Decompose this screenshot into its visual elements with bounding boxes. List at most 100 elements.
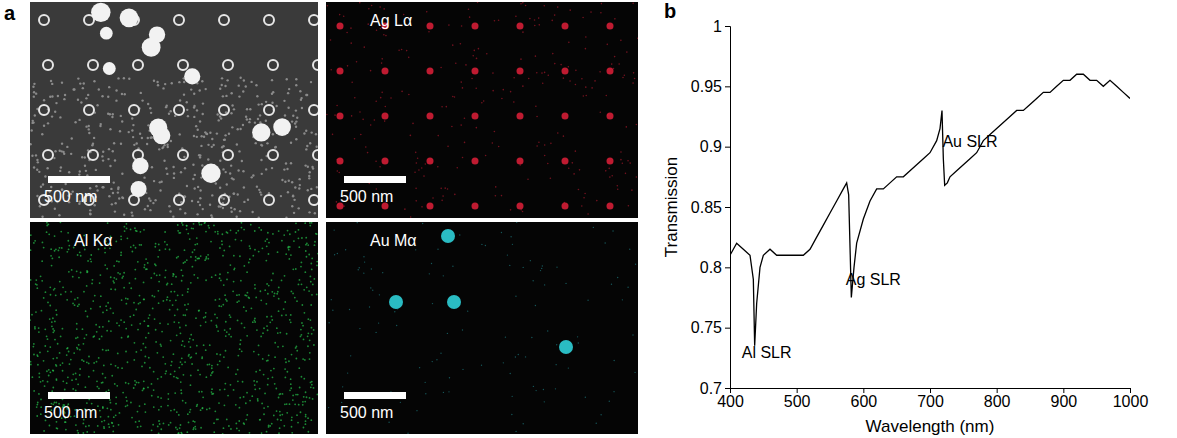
map-speckle	[149, 314, 151, 316]
map-speckle	[311, 222, 313, 224]
map-speckle	[230, 336, 232, 338]
map-speckle	[563, 77, 565, 79]
map-speckle	[554, 14, 556, 16]
map-speckle	[375, 100, 377, 102]
map-speckle	[47, 350, 49, 352]
map-speckle	[186, 259, 188, 261]
map-speckle	[633, 72, 635, 74]
map-speckle	[126, 223, 128, 225]
map-speckle	[288, 360, 290, 362]
sem-grain	[260, 193, 262, 195]
map-texture	[30, 3, 318, 218]
map-speckle	[273, 415, 275, 417]
map-speckle	[359, 328, 360, 329]
sem-grain	[54, 208, 56, 210]
map-speckle	[180, 389, 182, 391]
map-speckle	[622, 77, 624, 79]
map-speckle	[250, 224, 252, 226]
map-speckle	[215, 324, 217, 326]
sem-grain	[131, 129, 133, 131]
map-speckle	[298, 246, 300, 248]
map-speckle	[246, 414, 248, 416]
map-speckle	[69, 363, 71, 365]
map-speckle	[127, 405, 129, 407]
map-speckle	[388, 422, 389, 423]
sem-grain	[310, 131, 312, 133]
map-speckle	[66, 382, 68, 384]
map-speckle	[135, 421, 137, 423]
map-speckle	[219, 273, 221, 275]
map-speckle	[102, 349, 104, 351]
sem-grain	[133, 144, 135, 146]
map-speckle	[350, 27, 352, 29]
map-speckle	[90, 308, 92, 310]
map-speckle	[614, 56, 616, 58]
map-speckle	[103, 426, 105, 428]
map-speckle	[513, 77, 515, 79]
map-speckle	[364, 261, 365, 262]
map-speckle	[310, 281, 312, 283]
sem-grain	[159, 189, 161, 191]
map-speckle	[68, 351, 70, 353]
sem-grain	[102, 159, 104, 161]
map-speckle	[544, 401, 545, 402]
map-speckle	[167, 283, 169, 285]
sem-grain	[283, 168, 285, 170]
map-speckle	[536, 72, 538, 74]
map-speckle	[281, 279, 283, 281]
sem-grain	[74, 121, 76, 123]
map-speckle	[289, 233, 291, 235]
map-spot	[562, 23, 569, 30]
sem-grain	[112, 192, 114, 194]
map-speckle	[134, 278, 136, 280]
map-speckle	[227, 272, 229, 274]
sem-grain	[107, 113, 109, 115]
sem-grain	[36, 195, 38, 197]
map-speckle	[116, 260, 118, 262]
map-speckle	[305, 420, 307, 422]
map-speckle	[97, 425, 99, 427]
sem-grain	[242, 90, 244, 92]
map-speckle	[274, 356, 276, 358]
map-speckle	[34, 240, 36, 242]
map-speckle	[158, 409, 160, 411]
sem-grain	[166, 144, 168, 146]
map-speckle	[226, 418, 228, 420]
map-speckle	[202, 396, 204, 398]
sem-grain	[36, 159, 38, 161]
map-speckle	[75, 337, 77, 339]
map-speckle	[501, 232, 502, 233]
map-speckle	[216, 326, 218, 328]
sem-grain	[265, 120, 267, 122]
map-speckle	[236, 301, 238, 303]
map-speckle	[367, 23, 369, 25]
sem-grain	[295, 126, 297, 128]
map-speckle	[476, 58, 478, 60]
map-speckle	[115, 403, 117, 405]
map-speckle	[551, 20, 553, 22]
sem-grain	[178, 133, 180, 135]
map-speckle	[115, 365, 117, 367]
map-speckle	[104, 252, 106, 254]
map-speckle	[239, 348, 241, 350]
sem-grain	[232, 193, 234, 195]
sem-particle	[133, 60, 143, 70]
sem-grain	[226, 79, 228, 81]
map-speckle	[192, 228, 194, 230]
sem-particle	[43, 60, 53, 70]
map-speckle	[613, 68, 615, 70]
map-speckle	[477, 2, 479, 3]
map-speckle	[204, 222, 206, 224]
map-speckle	[104, 377, 106, 379]
map-speckle	[575, 84, 577, 86]
map-speckle	[226, 279, 228, 281]
map-speckle	[189, 357, 191, 359]
sem-grain	[119, 130, 121, 132]
map-speckle	[166, 299, 168, 301]
map-speckle	[443, 275, 444, 276]
map-speckle	[37, 364, 39, 366]
map-speckle	[196, 345, 198, 347]
map-speckle	[187, 413, 189, 415]
map-spot	[562, 203, 569, 210]
map-speckle	[184, 249, 186, 251]
